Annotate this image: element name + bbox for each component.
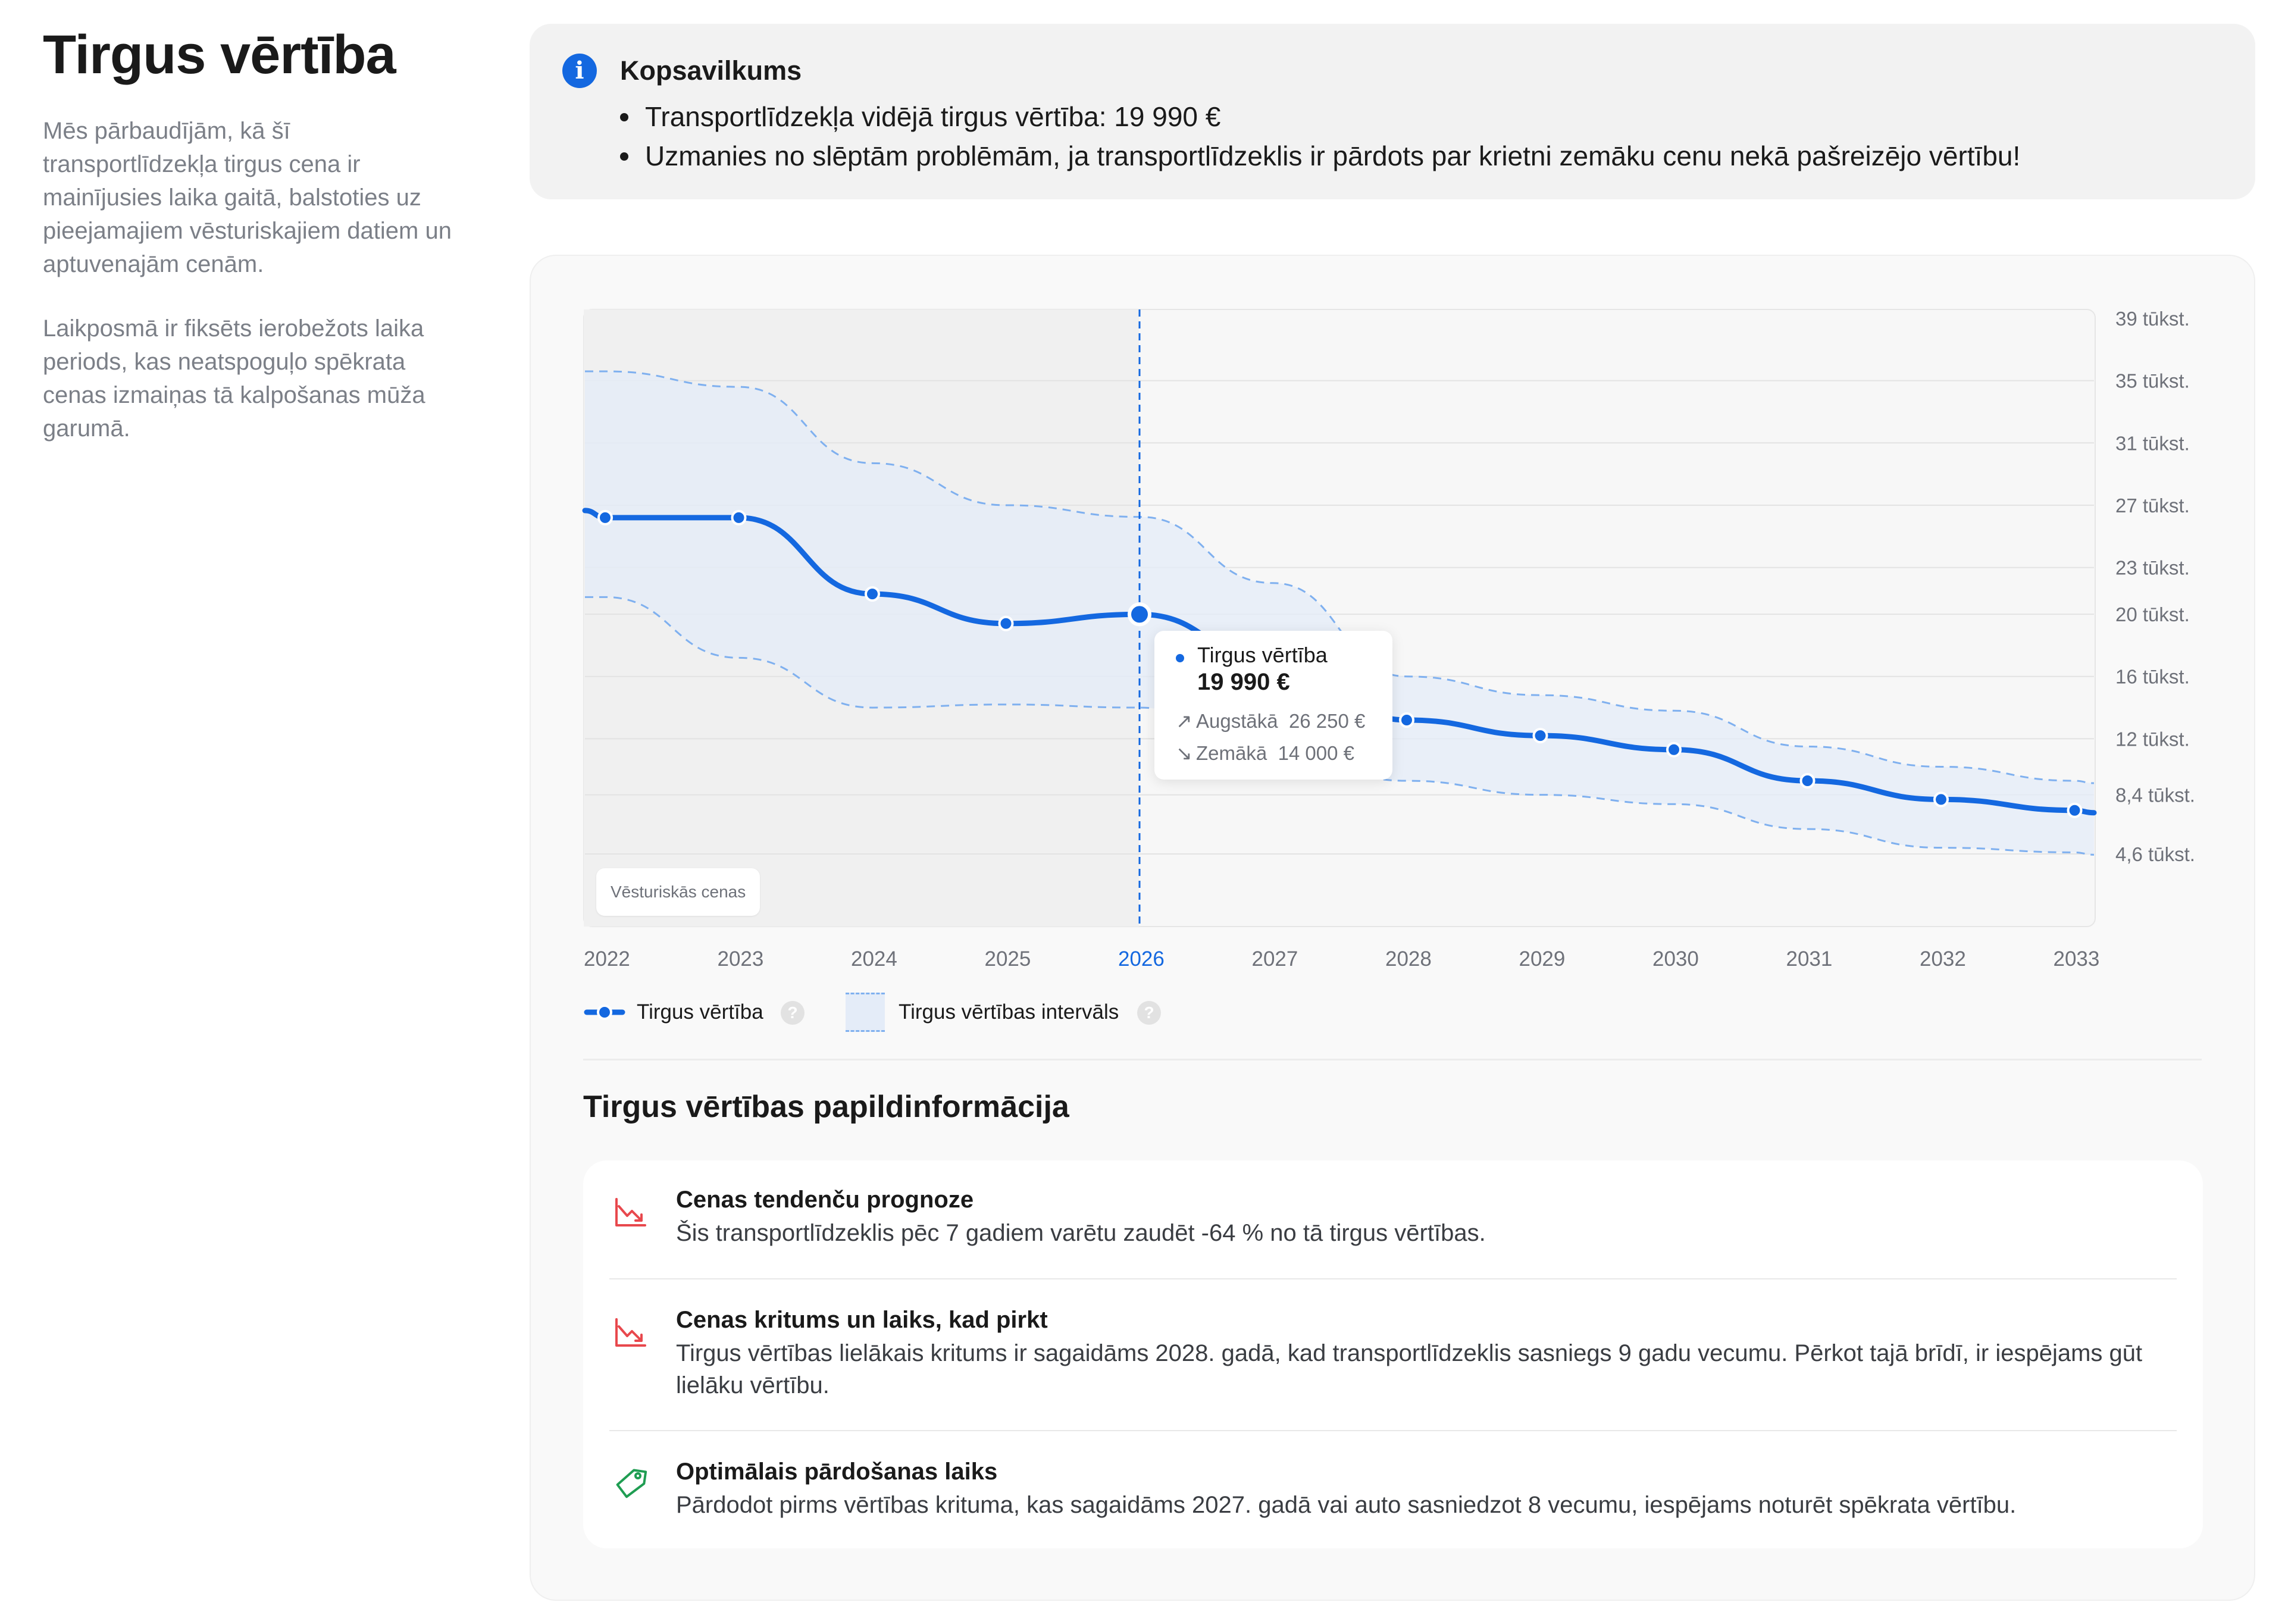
data-point bbox=[2067, 802, 2083, 818]
trend-down-icon bbox=[615, 1318, 646, 1347]
data-point bbox=[597, 509, 613, 525]
bullet-icon bbox=[620, 112, 628, 121]
info-list: Cenas tendenču prognoze Šis transportlīd… bbox=[583, 1160, 2203, 1548]
tooltip-high: ↗ Augstākā 26 250 € bbox=[1176, 710, 1366, 732]
data-point bbox=[998, 615, 1014, 631]
legend-band-swatch bbox=[846, 993, 885, 1032]
x-tick-label: 2027 bbox=[1252, 947, 1298, 971]
info-title: Cenas kritums un laiks, kad pirkt bbox=[676, 1307, 1048, 1333]
summary-box: i Kopsavilkums Transportlīdzekļa vidējā … bbox=[530, 24, 2255, 199]
x-tick-label: 2028 bbox=[1385, 947, 1432, 971]
x-tick-label: 2029 bbox=[1519, 947, 1566, 971]
data-point bbox=[1666, 741, 1682, 758]
y-tick-label: 39 tūkst. bbox=[2115, 308, 2190, 330]
data-point bbox=[731, 509, 747, 525]
separator bbox=[609, 1278, 2177, 1279]
info-desc: Pārdodot pirms vērtības krituma, kas sag… bbox=[676, 1492, 2017, 1518]
intro-note: Laikposmā ir fiksēts ierobežots laika pe… bbox=[43, 315, 425, 442]
data-point bbox=[1799, 773, 1816, 789]
x-tick-label: 2032 bbox=[1920, 947, 1966, 971]
arrow-down-right-icon: ↘ bbox=[1176, 742, 1192, 764]
data-point bbox=[1128, 602, 1151, 627]
chart-tooltip: Tirgus vērtība 19 990 € ↗ Augstākā 26 250… bbox=[1154, 631, 1392, 780]
data-point bbox=[1532, 728, 1548, 744]
x-tick-label: 2031 bbox=[1786, 947, 1833, 971]
summary-title: Kopsavilkums bbox=[620, 55, 802, 86]
value-interval-band bbox=[585, 371, 2094, 855]
y-tick-label: 27 tūkst. bbox=[2115, 495, 2190, 517]
y-tick-label: 35 tūkst. bbox=[2115, 370, 2190, 392]
tooltip-dot-icon bbox=[1176, 654, 1184, 662]
info-title: Optimālais pārdošanas laiks bbox=[676, 1459, 998, 1485]
tooltip-value: 19 990 € bbox=[1197, 669, 1290, 695]
help-icon[interactable]: ? bbox=[1137, 1001, 1161, 1025]
tooltip-label: Tirgus vērtība bbox=[1197, 643, 1328, 667]
info-desc: Tirgus vērtības lielākais kritums ir sag… bbox=[676, 1340, 2143, 1398]
section-title: Tirgus vērtības papildinformācija bbox=[583, 1090, 1069, 1124]
legend-line-label: Tirgus vērtība bbox=[637, 1000, 763, 1024]
historical-prices-badge: Vēsturiskās cenas bbox=[596, 868, 760, 916]
summary-item: Transportlīdzekļa vidējā tirgus vērtība:… bbox=[620, 99, 1220, 134]
price-tag-icon bbox=[616, 1469, 647, 1498]
bullet-icon bbox=[620, 152, 628, 161]
trend-down-icon bbox=[615, 1198, 646, 1226]
legend-band-label: Tirgus vērtības intervāls bbox=[899, 1000, 1119, 1024]
x-tick-label: 2023 bbox=[718, 947, 764, 971]
info-icon: i bbox=[562, 54, 597, 88]
summary-item: Uzmanies no slēptām problēmām, ja transp… bbox=[620, 138, 2020, 174]
arrow-up-right-icon: ↗ bbox=[1176, 710, 1192, 732]
data-points bbox=[597, 509, 2083, 818]
page-title: Tirgus vērtība bbox=[43, 24, 396, 85]
x-axis-labels: 2022 2023 2024 2025 2026 2027 2028 2029 2030 2031… bbox=[584, 947, 2099, 971]
y-tick-label: 4,6 tūkst. bbox=[2115, 843, 2195, 865]
info-desc: Šis transportlīdzeklis pēc 7 gadiem varē… bbox=[676, 1220, 1486, 1246]
y-tick-label: 20 tūkst. bbox=[2115, 603, 2190, 625]
x-tick-label: 2022 bbox=[584, 947, 630, 971]
data-point bbox=[1399, 712, 1414, 728]
intro-paragraph: Mēs pārbaudījām, kā šī transportlīdzekļa… bbox=[43, 118, 452, 277]
y-axis-labels: 39 tūkst. 35 tūkst. 31 tūkst. 27 tūkst. 23 t… bbox=[2115, 308, 2195, 865]
y-tick-label: 31 tūkst. bbox=[2115, 432, 2190, 454]
y-tick-label: 16 tūkst. bbox=[2115, 666, 2190, 688]
data-point bbox=[865, 586, 880, 602]
legend-line-dot bbox=[597, 1005, 612, 1020]
y-tick-label: 8,4 tūkst. bbox=[2115, 784, 2195, 806]
x-tick-label: 2030 bbox=[1652, 947, 1699, 971]
interval-upper-line bbox=[584, 370, 2095, 784]
help-icon[interactable]: ? bbox=[781, 1001, 805, 1025]
y-tick-label: 23 tūkst. bbox=[2115, 557, 2190, 579]
tooltip-low: ↘ Zemākā 14 000 € bbox=[1176, 742, 1355, 764]
x-tick-label: 2024 bbox=[851, 947, 897, 971]
data-point bbox=[1933, 791, 1949, 808]
divider bbox=[583, 1059, 2202, 1060]
x-tick-label: 2033 bbox=[2054, 947, 2100, 971]
separator bbox=[609, 1430, 2177, 1431]
x-tick-label: 2025 bbox=[985, 947, 1031, 971]
x-tick-label: 2026 bbox=[1118, 947, 1165, 971]
info-title: Cenas tendenču prognoze bbox=[676, 1187, 974, 1213]
y-tick-label: 12 tūkst. bbox=[2115, 728, 2190, 750]
